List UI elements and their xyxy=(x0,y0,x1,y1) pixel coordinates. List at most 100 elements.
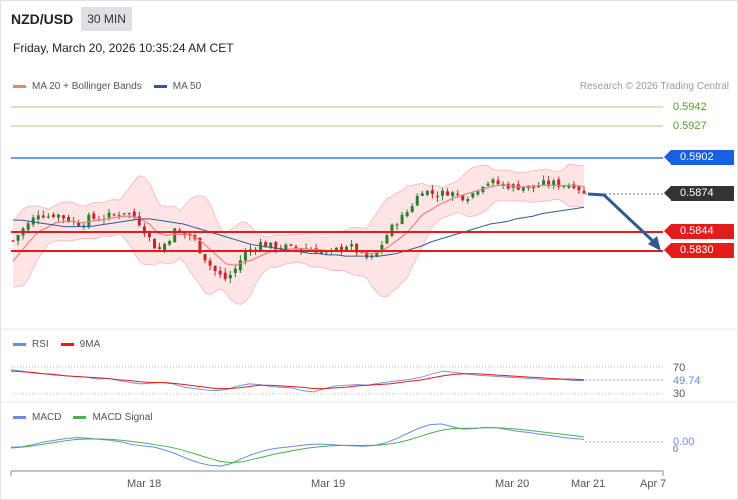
macd-lines xyxy=(10,423,585,467)
candle-body xyxy=(208,260,212,266)
rsi-ma-line xyxy=(10,370,585,390)
candle-body xyxy=(562,186,566,188)
candle-body xyxy=(289,244,293,246)
x-label-mar21: Mar 21 xyxy=(571,478,606,490)
rsi-value-label: 49.74 xyxy=(673,375,701,387)
support-tag-2: 0.5830 xyxy=(664,243,734,258)
symbol-label: NZD/USD xyxy=(11,11,74,27)
candle-body xyxy=(46,216,50,218)
candle-body xyxy=(461,195,465,201)
candle-body xyxy=(284,244,288,250)
rsi-upper-label: 70 xyxy=(673,362,686,374)
candle-body xyxy=(11,240,15,242)
candle-body xyxy=(233,268,237,273)
candle-body xyxy=(77,221,81,227)
candle-body xyxy=(158,247,162,249)
candle-body xyxy=(405,212,409,217)
candle-body xyxy=(441,190,445,196)
candle-body xyxy=(334,247,338,251)
candle-body xyxy=(365,251,369,258)
timeframe-button[interactable]: 30 MIN xyxy=(81,7,132,31)
candle-body xyxy=(92,213,96,219)
candle-body xyxy=(547,180,551,185)
candle-body xyxy=(400,214,404,225)
candle-body xyxy=(122,213,126,215)
candle-body xyxy=(375,251,379,257)
candle-body xyxy=(456,193,460,195)
candle-body xyxy=(259,242,263,251)
candle-body xyxy=(142,226,146,234)
candle-body xyxy=(56,214,60,218)
candle-body xyxy=(152,238,156,249)
candle-body xyxy=(420,193,424,196)
resistance-label-1: 0.5927 xyxy=(673,120,707,132)
candle-body xyxy=(557,179,561,187)
candle-body xyxy=(107,212,111,218)
chart-header: NZD/USD 30 MIN xyxy=(0,7,132,31)
candle-body xyxy=(491,179,495,184)
rsi-lines xyxy=(10,369,585,393)
candle-body xyxy=(137,216,141,226)
candle-body xyxy=(390,224,394,236)
candle-body xyxy=(582,190,586,194)
candle-body xyxy=(31,217,35,225)
candle-body xyxy=(82,225,86,227)
candle-body xyxy=(269,242,273,248)
candle-body xyxy=(542,180,546,185)
legend-macd: MACD xyxy=(13,412,61,423)
candle-body xyxy=(163,243,167,251)
support-tag-1: 0.5844 xyxy=(664,224,734,239)
candle-body xyxy=(430,190,434,194)
candle-body xyxy=(370,256,374,258)
candle-body xyxy=(36,215,40,220)
candle-body xyxy=(213,265,217,272)
candle-body xyxy=(339,246,343,250)
candle-body xyxy=(345,246,349,251)
rsi-lower-label: 30 xyxy=(673,388,686,400)
candle-body xyxy=(51,214,55,217)
bollinger-band-area xyxy=(13,163,584,305)
candle-body xyxy=(198,237,202,254)
candle-body xyxy=(168,240,172,245)
x-label-mar19: Mar 19 xyxy=(311,478,346,490)
candle-body xyxy=(41,215,45,218)
candle-body xyxy=(26,223,30,230)
candle-body xyxy=(501,183,505,185)
candle-body xyxy=(178,230,182,232)
legend-rsi: RSI xyxy=(13,339,49,350)
candle-body xyxy=(410,206,414,213)
candle-body xyxy=(355,243,359,253)
pivot-tag: 0.5902 xyxy=(664,150,734,165)
candle-body xyxy=(228,274,232,279)
bollinger-upper xyxy=(12,163,585,238)
rsi-line xyxy=(10,369,584,393)
rsi-legend: RSI 9MA xyxy=(13,339,112,350)
macd-legend: MACD MACD Signal xyxy=(13,412,164,423)
candle-body xyxy=(552,180,556,185)
candle-body xyxy=(203,254,207,261)
candle-body xyxy=(415,195,419,206)
legend-rsi-ma: 9MA xyxy=(60,339,100,350)
candle-body xyxy=(537,185,541,188)
candle-body xyxy=(132,211,136,218)
bollinger-bands xyxy=(12,163,585,305)
macd-line xyxy=(10,423,585,467)
candle-body xyxy=(16,235,20,241)
candle-body xyxy=(264,242,268,248)
price-legend: MA 20 + Bollinger Bands MA 50 xyxy=(13,81,213,92)
credit-text: Research © 2026 Trading Central xyxy=(579,81,729,92)
candle-body xyxy=(319,251,323,254)
candle-body xyxy=(521,187,525,191)
candle-body xyxy=(380,245,384,250)
candle-body xyxy=(567,186,571,188)
candle-body xyxy=(67,216,71,222)
candle-body xyxy=(243,251,247,261)
candle-body xyxy=(506,183,510,189)
candle-body xyxy=(223,272,227,280)
candle-body xyxy=(117,215,121,217)
candle-body xyxy=(486,183,490,186)
candle-body xyxy=(238,260,242,271)
macd-signal-line xyxy=(10,427,585,464)
candle-body xyxy=(218,271,222,275)
